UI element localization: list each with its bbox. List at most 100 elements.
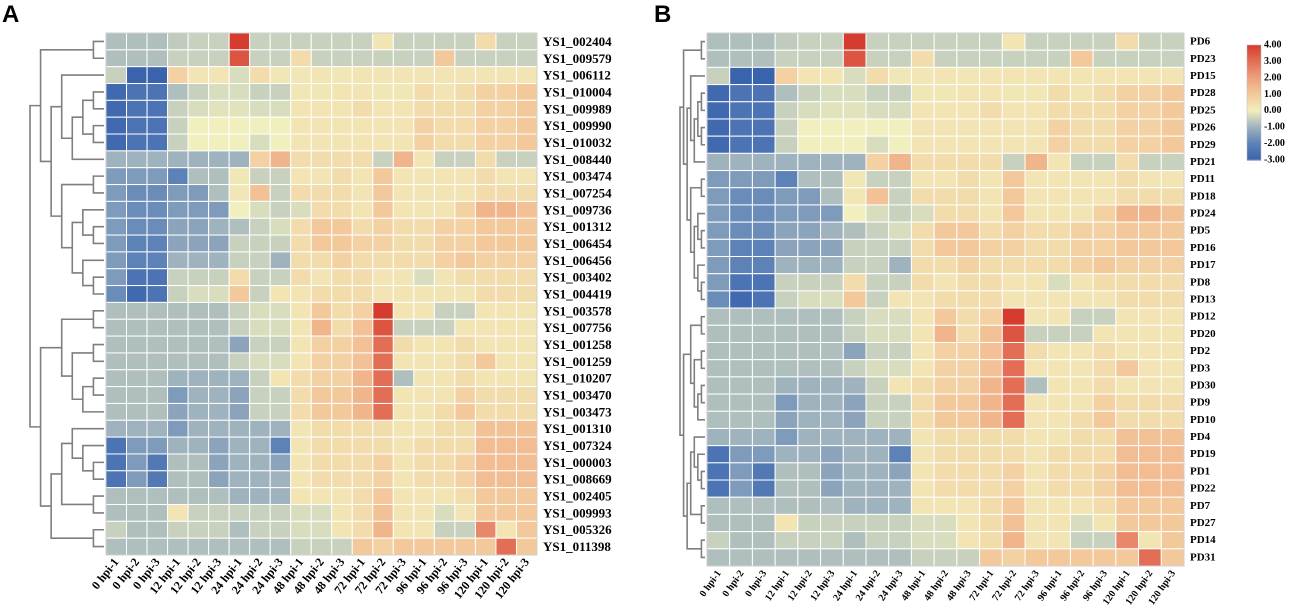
heatmap-a-row-label-22: YS1_003473 xyxy=(543,404,612,419)
heatmap-a-cell-r9-c5 xyxy=(208,184,230,202)
heatmap-b-row-label-13: PD17 xyxy=(1190,259,1216,271)
heatmap-a-cell-r2-c18 xyxy=(474,66,497,85)
heatmap-b-cell-r29-c17 xyxy=(1092,531,1117,550)
heatmap-a-cell-r19-c14 xyxy=(392,352,415,371)
heatmap-a-cell-r26-c6 xyxy=(228,470,251,489)
heatmap-a-cell-r2-c14 xyxy=(392,66,415,85)
heatmap-a-cell-r25-c13 xyxy=(372,453,394,472)
colorbar-segment-48 xyxy=(1247,123,1261,127)
heatmap-b-cell-r10-c8 xyxy=(888,204,912,223)
heatmap-b-cell-r4-c6 xyxy=(842,101,867,120)
heatmap-b-cell-r27-c10 xyxy=(933,496,958,515)
heatmap-b-cell-r18-c7 xyxy=(865,341,890,361)
heatmap-b-cell-r13-c5 xyxy=(820,256,844,275)
heatmap-a-cell-r17-c9 xyxy=(290,318,312,337)
heatmap-a-row-label-8: YS1_003474 xyxy=(543,169,612,184)
colorbar-segment-68 xyxy=(1247,156,1261,159)
heatmap-b-cell-r22-c20 xyxy=(1160,410,1185,429)
heatmap-b-cell-r26-c1 xyxy=(729,479,753,498)
heatmap-a-cell-r8-c8 xyxy=(269,167,292,186)
heatmap-b-cell-r30-c19 xyxy=(1138,548,1162,567)
heatmap-b-cell-r17-c8 xyxy=(888,324,912,343)
heatmap-b-cell-r28-c16 xyxy=(1069,513,1094,533)
heatmap-b-cell-r3-c9 xyxy=(910,84,935,103)
panel-label-b: B xyxy=(654,1,671,28)
heatmap-b-cell-r18-c6 xyxy=(842,341,867,361)
heatmap-a-row-label-3: YS1_010004 xyxy=(543,84,612,99)
heatmap-b-cell-r10-c7 xyxy=(865,204,890,223)
heatmap-b-cell-r24-c14 xyxy=(1024,445,1049,464)
heatmap-b-cell-r5-c0 xyxy=(706,118,731,137)
heatmap-b-cell-r13-c11 xyxy=(956,256,981,275)
heatmap-b-cell-r22-c7 xyxy=(865,410,890,429)
heatmap-a-cell-r14-c1 xyxy=(126,268,148,287)
heatmap-b-cell-r10-c0 xyxy=(706,204,731,223)
heatmap-a-cell-r23-c5 xyxy=(208,419,230,438)
heatmap-a-cell-r27-c13 xyxy=(372,487,394,505)
heatmap-b-cell-r25-c0 xyxy=(706,462,731,481)
heatmap-a-cell-r19-c7 xyxy=(249,352,271,371)
heatmap-b-cell-r12-c12 xyxy=(979,238,1003,258)
heatmap-b-cell-r26-c14 xyxy=(1024,479,1049,498)
heatmap-b-cell-r0-c15 xyxy=(1047,32,1071,51)
heatmap-a-cell-r19-c9 xyxy=(290,352,312,371)
heatmap-b-cell-r8-c9 xyxy=(910,170,935,189)
heatmap-a-cell-r8-c14 xyxy=(392,167,415,186)
heatmap-b-cell-r8-c0 xyxy=(706,170,731,189)
colorbar-segment-23 xyxy=(1247,82,1261,86)
heatmap-b-cell-r30-c0 xyxy=(706,548,731,567)
heatmap-a-cell-r2-c9 xyxy=(290,66,312,85)
heatmap-b-cell-r2-c13 xyxy=(1001,66,1026,86)
colorbar-segment-27 xyxy=(1247,89,1261,92)
heatmap-a-cell-r21-c12 xyxy=(351,386,374,404)
colorbar-segment-47 xyxy=(1247,122,1261,125)
heatmap-b-cell-r3-c8 xyxy=(888,84,912,103)
heatmap-a-cell-r3-c14 xyxy=(392,83,415,101)
heatmap-b-cell-r1-c0 xyxy=(706,49,731,68)
heatmap-a-cell-r17-c14 xyxy=(392,318,415,337)
heatmap-b-cell-r19-c7 xyxy=(865,359,890,378)
heatmap-b-cell-r8-c16 xyxy=(1069,170,1094,189)
heatmap-b-cell-r9-c11 xyxy=(956,187,981,206)
heatmap-b-row-label-22: PD10 xyxy=(1190,414,1216,426)
heatmap-b-cell-r1-c9 xyxy=(910,49,935,68)
heatmap-a-cell-r18-c9 xyxy=(290,335,312,354)
heatmap-b-cell-r29-c2 xyxy=(751,531,776,550)
heatmap-b-cell-r13-c8 xyxy=(888,256,912,275)
heatmap-a-cell-r17-c7 xyxy=(249,318,271,337)
heatmap-a-cell-r6-c11 xyxy=(331,133,353,152)
heatmap-b-cell-r11-c4 xyxy=(797,221,822,240)
heatmap-a-cell-r29-c15 xyxy=(413,520,435,539)
heatmap-a-cell-r5-c6 xyxy=(228,116,251,135)
heatmap-a-dendrogram-link-13 xyxy=(50,105,62,217)
heatmap-a-cell-r9-c4 xyxy=(187,184,210,202)
heatmap-a-cell-r23-c2 xyxy=(146,419,169,438)
heatmap-b-cell-r23-c8 xyxy=(888,427,912,447)
heatmap-b-cell-r6-c4 xyxy=(797,135,822,154)
heatmap-b-cell-r20-c20 xyxy=(1160,376,1185,395)
heatmap-b-cell-r1-c13 xyxy=(1001,49,1026,68)
heatmap-b-cell-r6-c15 xyxy=(1047,135,1071,154)
heatmap-b-cell-r26-c15 xyxy=(1047,479,1071,498)
heatmap-b-cell-r0-c2 xyxy=(751,32,776,51)
heatmap-b-cell-r29-c19 xyxy=(1138,531,1162,550)
heatmap-b-cell-r30-c3 xyxy=(774,548,799,567)
heatmap-b-cell-r28-c0 xyxy=(706,513,731,533)
heatmap-a-cell-r19-c1 xyxy=(126,352,148,371)
heatmap-b-cell-r27-c15 xyxy=(1047,496,1071,515)
heatmap-b-column-label-1: 0 hpi-2 xyxy=(720,568,746,599)
heatmap-b-cell-r26-c10 xyxy=(933,479,958,498)
heatmap-b-cell-r6-c0 xyxy=(706,135,731,154)
heatmap-a-cell-r6-c2 xyxy=(146,133,169,152)
heatmap-b-cell-r14-c11 xyxy=(956,273,981,292)
heatmap-b-cell-r28-c11 xyxy=(956,513,981,533)
heatmap-a-cell-r2-c19 xyxy=(495,66,517,85)
heatmap-a-cell-r5-c14 xyxy=(392,116,415,135)
heatmap-a-cell-r3-c7 xyxy=(249,83,271,101)
heatmap-a-cell-r20-c18 xyxy=(474,369,497,388)
heatmap-a-cell-r26-c12 xyxy=(351,470,374,489)
heatmap-a-cell-r25-c14 xyxy=(392,453,415,472)
heatmap-b-row-label-27: PD7 xyxy=(1190,500,1211,512)
heatmap-b-cell-r17-c11 xyxy=(956,324,981,343)
heatmap-a-cell-r27-c3 xyxy=(167,487,189,505)
